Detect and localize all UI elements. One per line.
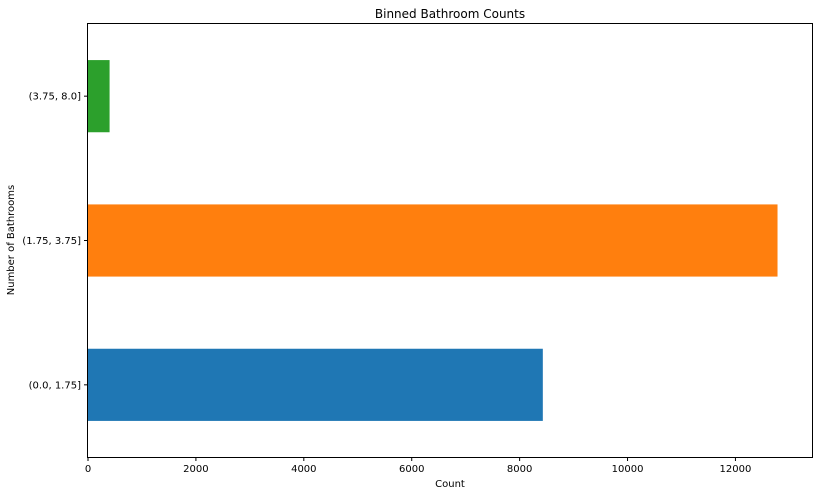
bar	[88, 60, 110, 133]
y-tick-label: (3.75, 8.0]	[29, 92, 81, 103]
bars-group	[88, 60, 778, 421]
x-tick-label: 4000	[291, 464, 316, 475]
x-axis-label: Count	[435, 479, 465, 490]
y-tick-label: (0.0, 1.75]	[29, 380, 81, 391]
x-tick-label: 2000	[183, 464, 208, 475]
bar	[88, 204, 778, 277]
x-tick-label: 0	[85, 464, 91, 475]
x-tick-label: 8000	[507, 464, 532, 475]
x-tick-label: 12000	[720, 464, 752, 475]
x-tick-label: 6000	[399, 464, 424, 475]
x-ticks-group: 0 2000 4000 6000 8000 10000 12000	[85, 457, 752, 475]
x-tick-label: 10000	[612, 464, 644, 475]
plot-frame	[87, 23, 813, 458]
y-axis-label: Number of Bathrooms	[6, 185, 17, 296]
y-ticks-group: (0.0, 1.75] (1.75, 3.75] (3.75, 8.0]	[22, 92, 88, 391]
bar	[88, 348, 543, 421]
chart-title: Binned Bathroom Counts	[375, 7, 525, 21]
y-tick-label: (1.75, 3.75]	[22, 236, 81, 247]
